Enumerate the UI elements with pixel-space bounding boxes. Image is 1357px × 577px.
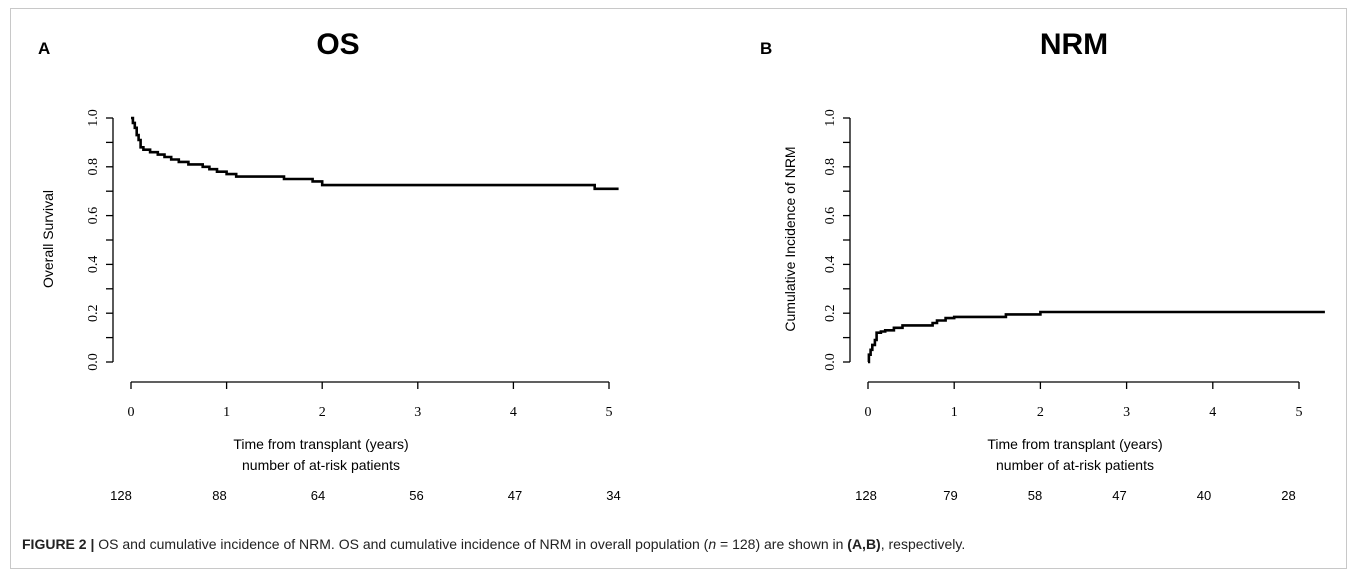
x-tick-label: 3 bbox=[414, 405, 421, 420]
axes: 0.0 0.2 0.4 0.6 0.8 1.0 0 1 2 3 4 5 bbox=[86, 109, 613, 420]
y-tick-label: 0.6 bbox=[86, 207, 101, 225]
y-tick-label: 0.0 bbox=[86, 353, 101, 371]
x-tick-label: 5 bbox=[1296, 405, 1303, 420]
caption-text: OS and cumulative incidence of NRM. OS a… bbox=[94, 536, 709, 552]
x-tick-label: 3 bbox=[1123, 405, 1130, 420]
x-tick-label: 2 bbox=[1037, 405, 1044, 420]
x-tick-label: 1 bbox=[223, 405, 230, 420]
risk-count: 28 bbox=[1281, 488, 1295, 503]
survival-curve bbox=[131, 116, 619, 191]
risk-table: 128 79 58 47 40 28 bbox=[855, 488, 1296, 503]
risk-count: 88 bbox=[212, 488, 226, 503]
risk-count: 34 bbox=[606, 488, 620, 503]
x-tick-label: 4 bbox=[1209, 405, 1216, 420]
figure-frame bbox=[10, 8, 1347, 569]
caption-text: , respectively. bbox=[880, 536, 966, 552]
y-tick-label: 1.0 bbox=[86, 109, 101, 127]
risk-count: 128 bbox=[110, 488, 132, 503]
y-tick-label: 0.8 bbox=[823, 158, 838, 176]
caption-label: FIGURE 2 | bbox=[22, 536, 95, 552]
risk-table-label: number of at-risk patients bbox=[242, 457, 400, 473]
risk-count: 128 bbox=[855, 488, 877, 503]
x-axis-label: Time from transplant (years) bbox=[987, 436, 1162, 452]
x-tick-label: 0 bbox=[865, 405, 872, 420]
figure-caption: FIGURE 2 | OS and cumulative incidence o… bbox=[22, 536, 1332, 552]
incidence-curve bbox=[867, 310, 1325, 364]
panel-label: A bbox=[38, 39, 50, 58]
x-axis-label: Time from transplant (years) bbox=[233, 436, 408, 452]
y-tick-label: 1.0 bbox=[823, 109, 838, 127]
x-tick-label: 1 bbox=[951, 405, 958, 420]
risk-count: 64 bbox=[311, 488, 325, 503]
y-tick-label: 0.6 bbox=[823, 207, 838, 225]
x-tick-label: 0 bbox=[128, 405, 135, 420]
risk-count: 58 bbox=[1028, 488, 1042, 503]
caption-n-variable: n bbox=[708, 536, 717, 552]
risk-count: 47 bbox=[508, 488, 522, 503]
chart-title: NRM bbox=[1040, 28, 1108, 61]
x-tick-label: 4 bbox=[510, 405, 517, 420]
risk-count: 79 bbox=[943, 488, 957, 503]
y-tick-label: 0.4 bbox=[86, 256, 101, 274]
risk-table: 128 88 64 56 47 34 bbox=[110, 488, 621, 503]
y-axis-label: Cumulative Incidence of NRM bbox=[782, 146, 798, 331]
panel-label: B bbox=[760, 39, 772, 58]
y-tick-label: 0.2 bbox=[86, 304, 101, 322]
y-tick-label: 0.8 bbox=[86, 158, 101, 176]
risk-count: 47 bbox=[1112, 488, 1126, 503]
y-tick-label: 0.0 bbox=[823, 353, 838, 371]
y-tick-label: 0.2 bbox=[823, 304, 838, 322]
x-tick-label: 2 bbox=[319, 405, 326, 420]
risk-table-label: number of at-risk patients bbox=[996, 457, 1154, 473]
risk-count: 40 bbox=[1197, 488, 1211, 503]
chart-title: OS bbox=[316, 28, 359, 61]
y-axis-label: Overall Survival bbox=[40, 190, 56, 288]
panel-a: A OS Overall Survival 0.0 0.2 0.4 0.6 0.8 1.0… bbox=[38, 28, 621, 503]
caption-panels: (A,B) bbox=[847, 536, 881, 552]
caption-text: = 128) are shown in bbox=[716, 536, 848, 552]
y-tick-label: 0.4 bbox=[823, 256, 838, 274]
x-tick-label: 5 bbox=[606, 405, 613, 420]
risk-count: 56 bbox=[409, 488, 423, 503]
panel-b: B NRM Cumulative Incidence of NRM 0.0 0.2… bbox=[760, 28, 1325, 503]
axes: 0.0 0.2 0.4 0.6 0.8 1.0 0 1 2 3 4 5 bbox=[823, 109, 1303, 420]
